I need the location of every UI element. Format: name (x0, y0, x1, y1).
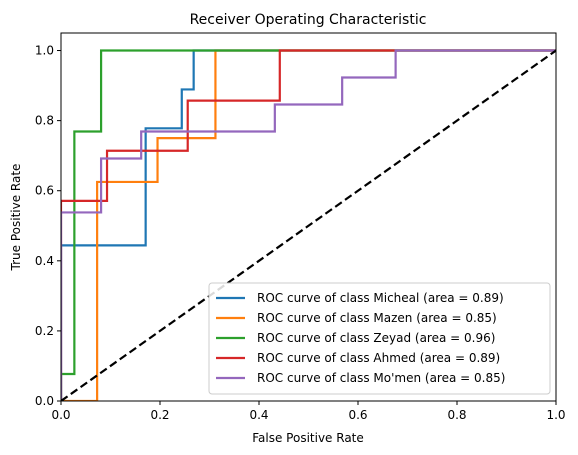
y-tick-label: 0.2 (35, 324, 54, 338)
x-axis-label: False Positive Rate (252, 431, 364, 445)
y-tick-label: 1.0 (35, 44, 54, 58)
legend-label-0: ROC curve of class Micheal (area = 0.89) (257, 291, 504, 305)
legend: ROC curve of class Micheal (area = 0.89)… (208, 282, 551, 395)
plot-frame (60, 32, 557, 402)
y-axis: 0.0 0.2 0.4 0.6 0.8 1.0 (35, 44, 61, 408)
chart-title: Receiver Operating Characteristic (190, 12, 427, 28)
y-tick-label: 0.0 (35, 394, 54, 408)
chance-diagonal-line (61, 49, 556, 401)
legend-label-3: ROC curve of class Ahmed (area = 0.89) (257, 351, 500, 365)
x-tick-label: 1.0 (546, 408, 565, 422)
roc-series-line-0 (61, 49, 556, 401)
y-axis-label: True Positive Rate (9, 164, 23, 272)
series-layer (61, 49, 556, 401)
y-tick-label: 0.4 (35, 254, 54, 268)
plot-area (60, 32, 557, 402)
legend-label-4: ROC curve of class Mo'men (area = 0.85) (257, 371, 505, 385)
x-tick-label: 0.2 (150, 408, 169, 422)
legend-label-2: ROC curve of class Zeyad (area = 0.96) (257, 331, 495, 345)
y-tick-label: 0.6 (35, 184, 54, 198)
x-tick-label: 0.0 (51, 408, 70, 422)
roc-series-line-1 (61, 49, 556, 401)
y-tick-label: 0.8 (35, 114, 54, 128)
x-tick-label: 0.8 (447, 408, 466, 422)
x-tick-label: 0.4 (249, 408, 268, 422)
roc-series-line-3 (61, 49, 556, 401)
legend-box (208, 282, 551, 395)
legend-items: ROC curve of class Micheal (area = 0.89)… (216, 291, 505, 385)
roc-series-line-2 (61, 49, 556, 401)
legend-label-1: ROC curve of class Mazen (area = 0.85) (257, 311, 497, 325)
roc-series-line-4 (61, 49, 556, 401)
x-axis: 0.0 0.2 0.4 0.6 0.8 1.0 (51, 401, 566, 422)
x-tick-label: 0.6 (348, 408, 367, 422)
